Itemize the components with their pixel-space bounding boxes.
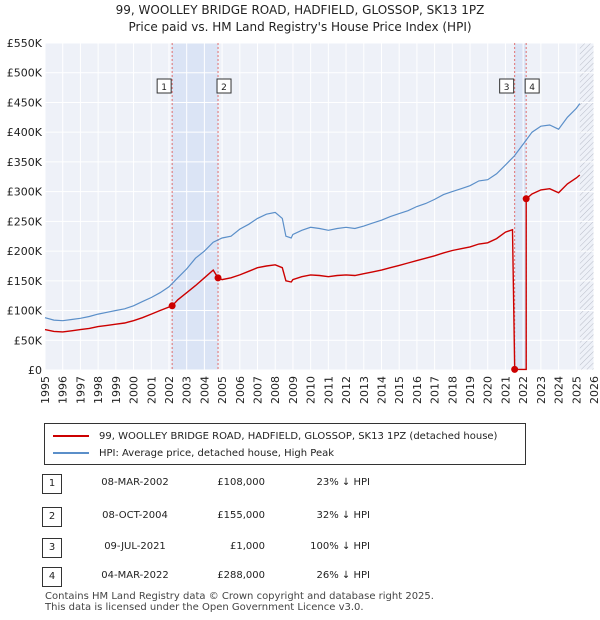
sale-hpi-diff: 23% ↓ HPI — [316, 477, 370, 488]
x-tick-label: 2011 — [322, 376, 335, 404]
legend-label-hpi: HPI: Average price, detached house, High… — [99, 447, 335, 459]
x-tick-label: 2017 — [429, 376, 442, 404]
chart-title: 99, WOOLLEY BRIDGE ROAD, HADFIELD, GLOSS… — [115, 3, 485, 17]
x-tick-label: 2012 — [340, 376, 353, 404]
y-tick-label: £0 — [28, 364, 42, 377]
x-tick-label: 2000 — [128, 376, 141, 404]
table-row: 1 08-MAR-2002 £108,000 23% ↓ HPI — [0, 474, 600, 496]
x-tick-label: 2021 — [499, 376, 512, 404]
sale-date: 04-MAR-2022 — [101, 570, 169, 581]
x-tick-label: 2018 — [446, 376, 459, 404]
y-tick-label: £300K — [7, 186, 43, 199]
sale-number-badge: 3 — [42, 538, 62, 558]
legend-item-hpi: HPI: Average price, detached house, High… — [53, 444, 334, 462]
table-row: 2 08-OCT-2004 £155,000 32% ↓ HPI — [0, 507, 600, 529]
x-tick-label: 2006 — [234, 376, 247, 404]
sale-number-badge: 4 — [42, 567, 62, 587]
sale-hpi-diff: 32% ↓ HPI — [316, 510, 370, 521]
sale-number-box — [156, 78, 172, 94]
x-tick-label: 2023 — [535, 376, 548, 404]
x-tick-label: 2003 — [181, 376, 194, 404]
property-series-line — [44, 174, 581, 371]
sale-point — [214, 274, 222, 282]
footer-copyright: Contains HM Land Registry data © Crown c… — [45, 591, 434, 602]
sale-price: £288,000 — [217, 570, 265, 581]
x-tick-label: 1998 — [92, 376, 105, 404]
x-tick-label: 2015 — [393, 376, 406, 404]
y-tick-label: £450K — [7, 96, 43, 109]
y-tick-label: £500K — [7, 67, 43, 80]
chart-subtitle: Price paid vs. HM Land Registry's House … — [128, 20, 472, 34]
x-tick-label: 1996 — [57, 376, 70, 404]
sale-number-box — [216, 78, 232, 94]
sale-number-label: 4 — [529, 83, 535, 93]
legend-swatch-red — [53, 435, 89, 437]
x-tick-label: 2019 — [464, 376, 477, 404]
sale-number-box — [499, 78, 515, 94]
sale-date: 08-OCT-2004 — [102, 510, 168, 521]
x-tick-label: 2010 — [305, 376, 318, 404]
price-chart: £0 £50K £100K £150K £200K £250K £300K £350K £400… — [7, 37, 600, 404]
sale-point — [522, 195, 530, 203]
x-tick-label: 2008 — [269, 376, 282, 404]
y-tick-label: £400K — [7, 126, 43, 139]
y-tick-label: £200K — [7, 245, 43, 258]
sale-period-band — [514, 43, 527, 370]
sale-period-band — [172, 43, 219, 370]
x-tick-label: 1995 — [39, 376, 52, 404]
x-tick-label: 2026 — [588, 376, 600, 404]
x-tick-label: 1997 — [74, 376, 87, 404]
sale-price: £1,000 — [230, 541, 265, 552]
sale-number-badge: 1 — [42, 474, 62, 494]
x-tick-label: 2002 — [163, 376, 176, 404]
forecast-hatch-region — [579, 43, 594, 370]
y-tick-label: £350K — [7, 156, 43, 169]
sale-number-box — [524, 78, 540, 94]
plot-background — [45, 43, 594, 370]
x-tick-label: 2024 — [553, 376, 566, 404]
sale-hpi-diff: 26% ↓ HPI — [316, 570, 370, 581]
sale-hpi-diff: 100% ↓ HPI — [310, 541, 370, 552]
x-tick-label: 2007 — [252, 376, 265, 404]
table-row: 4 04-MAR-2022 £288,000 26% ↓ HPI — [0, 567, 600, 589]
x-tick-label: 2022 — [517, 376, 530, 404]
x-tick-label: 2009 — [287, 376, 300, 404]
x-tick-label: 2005 — [216, 376, 229, 404]
x-tick-label: 2004 — [198, 376, 211, 404]
y-tick-label: £100K — [7, 305, 43, 318]
legend: 99, WOOLLEY BRIDGE ROAD, HADFIELD, GLOSS… — [44, 423, 526, 465]
sale-number-label: 1 — [161, 83, 167, 93]
hpi-series-line — [44, 103, 581, 322]
sale-number-badge: 2 — [42, 507, 62, 527]
sale-date: 09-JUL-2021 — [104, 541, 166, 552]
x-tick-label: 2016 — [411, 376, 424, 404]
legend-item-property: 99, WOOLLEY BRIDGE ROAD, HADFIELD, GLOSS… — [53, 427, 497, 445]
y-tick-label: £250K — [7, 215, 43, 228]
y-tick-label: £550K — [7, 37, 43, 50]
y-tick-label: £50K — [14, 334, 43, 347]
sale-point — [511, 365, 519, 373]
x-tick-label: 2013 — [358, 376, 371, 404]
sale-price: £108,000 — [217, 477, 265, 488]
footer-licence: This data is licensed under the Open Gov… — [45, 602, 364, 613]
x-tick-label: 2020 — [482, 376, 495, 404]
x-tick-label: 1999 — [110, 376, 123, 404]
sale-point — [168, 302, 176, 310]
sale-number-label: 2 — [221, 83, 227, 93]
sale-date: 08-MAR-2002 — [101, 477, 169, 488]
sale-number-label: 3 — [504, 83, 510, 93]
table-row: 3 09-JUL-2021 £1,000 100% ↓ HPI — [0, 538, 600, 560]
legend-label-property: 99, WOOLLEY BRIDGE ROAD, HADFIELD, GLOSS… — [99, 430, 498, 442]
legend-swatch-blue — [53, 452, 89, 454]
x-tick-label: 2025 — [570, 376, 583, 404]
y-tick-label: £150K — [7, 275, 43, 288]
sale-price: £155,000 — [217, 510, 265, 521]
x-tick-label: 2014 — [375, 376, 388, 404]
x-tick-label: 2001 — [145, 376, 158, 404]
